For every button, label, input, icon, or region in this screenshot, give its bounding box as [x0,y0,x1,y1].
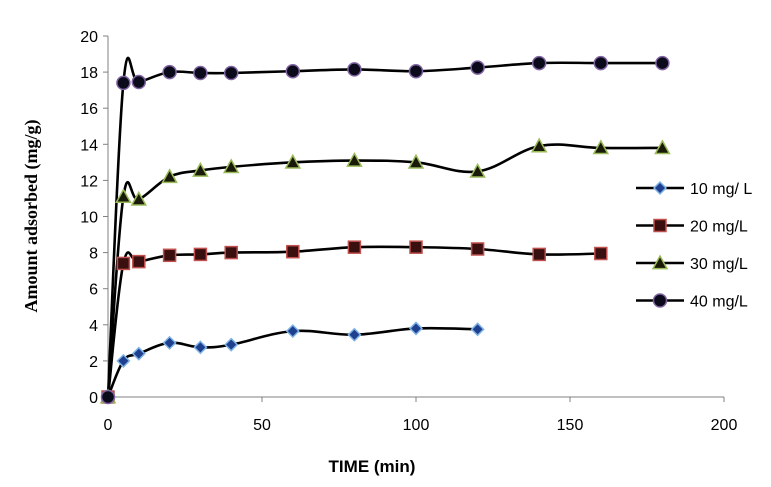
y-tick-label: 14 [80,137,98,154]
data-point [531,55,547,71]
data-point [100,389,116,405]
legend-item: 40 mg/L [636,293,748,311]
axes: 0 2 4 6 8 10 12 14 16 18 20 0 50 100 150 200 [80,29,737,434]
series-3 [106,143,663,398]
y-axis-label: Amount adsorbed (mg/g) [21,119,42,312]
x-tick-label: 100 [403,417,430,434]
data-point [408,63,424,79]
series-4 [106,56,663,398]
data-point [347,327,362,342]
x-tick-label: 0 [104,417,113,434]
data-point [285,63,301,79]
data-point [193,247,208,262]
data-point [407,153,425,169]
legend-marker [653,218,667,233]
data-point [116,353,131,368]
y-tick-label: 0 [89,390,98,407]
series-2 [106,245,601,398]
legend-label: 10 mg/ L [690,181,752,198]
data-point [284,153,302,169]
y-tick-label: 10 [80,210,98,227]
y-tick-label: 12 [80,173,98,190]
data-point [224,245,238,260]
data-point [192,161,209,177]
x-axis-label: TIME (min) [329,457,416,476]
data-point [285,324,300,339]
series-1 [106,326,478,398]
data-point [593,55,609,71]
data-point [116,75,131,91]
data-point [162,248,177,263]
y-tick-label: 4 [89,318,98,335]
data-point [594,246,608,261]
legend: 10 mg/ L 20 mg/L 30 mg/L 40 mg/L [636,180,752,311]
data-point [162,64,177,80]
data-point [470,242,485,256]
data-point [408,321,424,336]
x-ticks: 0 50 100 150 200 [104,397,738,434]
data-point [532,247,546,262]
data-point [286,244,300,259]
data-point [115,188,132,203]
data-point [222,158,240,174]
data-point [162,335,177,350]
series-line [106,245,601,398]
data-point [347,240,362,254]
data-point [470,322,485,337]
legend-item: 20 mg/L [636,219,748,236]
y-tick-label: 2 [89,354,98,371]
series-layer [99,55,671,405]
series-line [106,56,663,398]
data-point [470,60,485,75]
data-point [116,256,131,271]
data-point [592,139,610,155]
x-tick-label: 150 [557,417,584,434]
legend-item: 10 mg/ L [636,180,752,198]
data-point [132,254,146,269]
data-point [347,62,362,77]
data-point [130,190,148,206]
data-point [223,65,239,81]
data-point [655,55,670,71]
data-point [654,139,671,155]
series-line [106,143,663,398]
x-tick-label: 200 [711,417,738,434]
legend-label: 20 mg/L [690,219,748,236]
series-3-markers [99,137,671,404]
y-tick-label: 8 [89,246,98,263]
x-tick-label: 50 [253,417,271,434]
series-4-markers [100,55,670,405]
y-tick-label: 16 [80,101,98,118]
data-point [469,162,486,178]
data-point [224,337,239,352]
legend-marker [651,254,669,270]
y-ticks: 0 2 4 6 8 10 12 14 16 18 20 [80,29,108,407]
series-1-markers [100,321,485,405]
legend-marker [652,180,668,196]
data-point [193,340,208,355]
data-point [161,168,178,184]
legend-item: 30 mg/L [636,254,748,273]
data-point [346,152,363,167]
data-point [530,137,548,153]
legend-label: 40 mg/L [690,294,748,311]
data-point [131,74,147,90]
series-line [106,326,478,398]
y-tick-label: 20 [80,29,98,46]
data-point [193,65,208,81]
legend-label: 30 mg/L [690,256,748,273]
data-point [409,240,423,254]
legend-marker [652,293,668,308]
series-2-markers [101,240,608,404]
data-point [131,346,146,361]
y-tick-label: 18 [80,65,98,82]
y-tick-label: 6 [89,282,98,299]
